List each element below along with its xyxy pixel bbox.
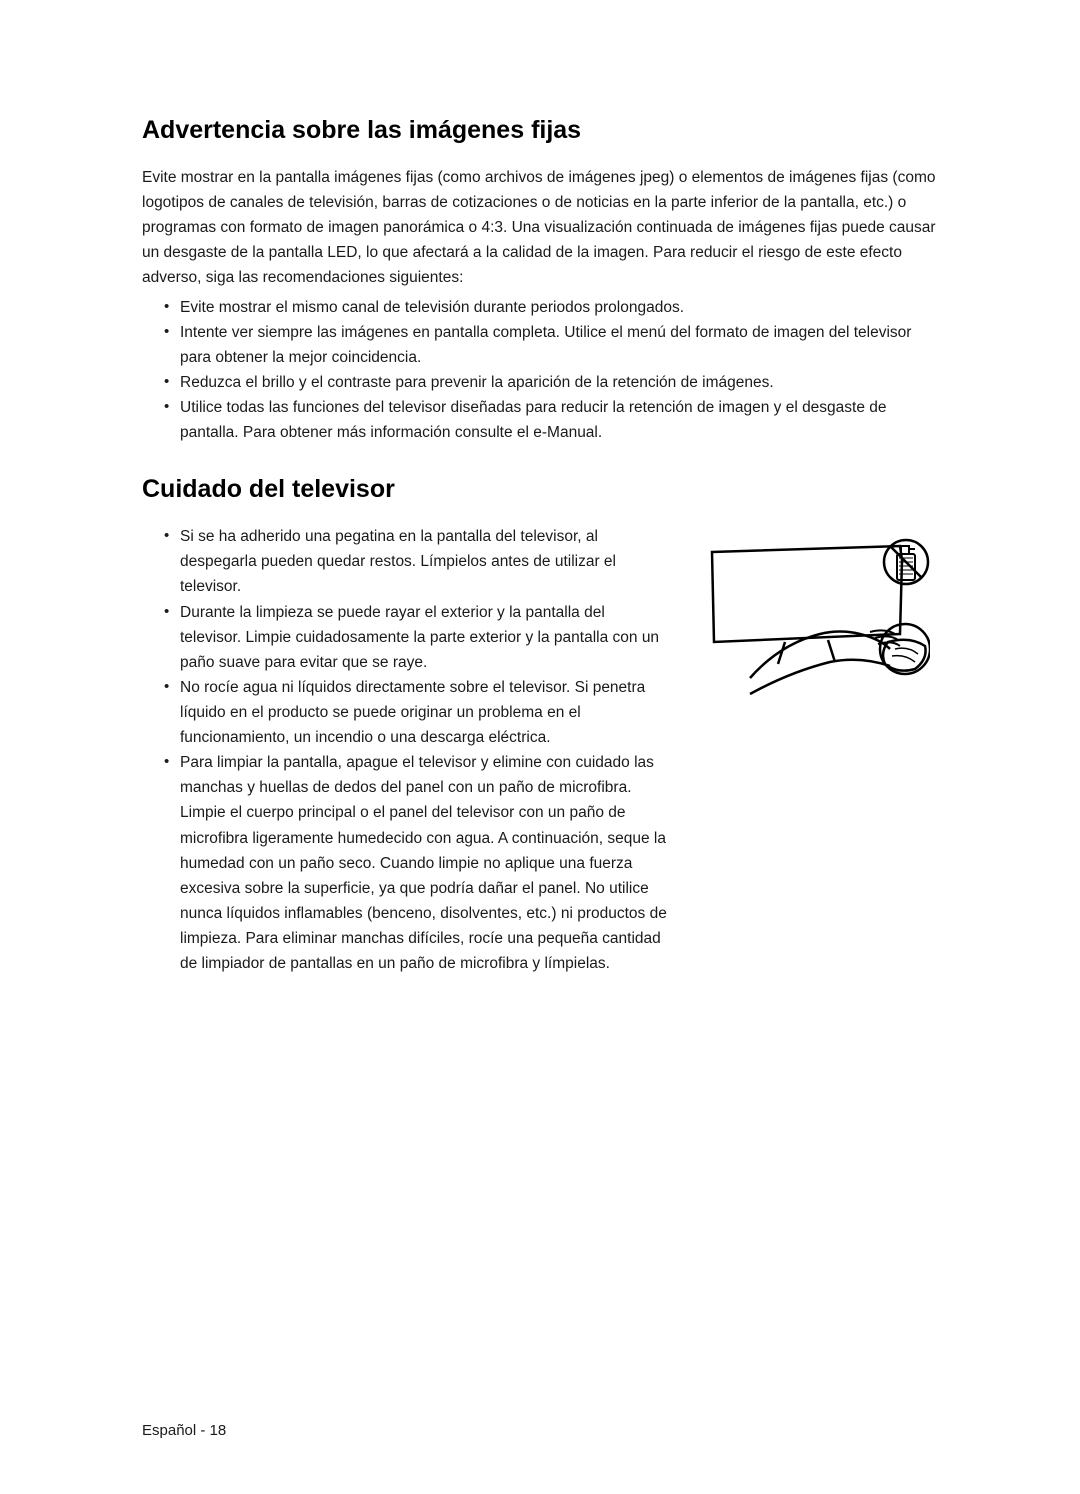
footer-text: Español - 18 [142,1422,226,1439]
bullet-list-2: Si se ha adherido una pegatina en la pan… [142,524,670,976]
list-item: Para limpiar la pantalla, apague el tele… [164,750,670,976]
list-item: Durante la limpieza se puede rayar el ex… [164,600,670,675]
list-item: Si se ha adherido una pegatina en la pan… [164,524,670,599]
page-footer: Español - 18 [142,1422,226,1439]
list-item: No rocíe agua ni líquidos directamente s… [164,675,670,750]
list-item: Evite mostrar el mismo canal de televisi… [164,295,938,320]
text-column: Si se ha adherido una pegatina en la pan… [142,524,670,976]
list-item: Intente ver siempre las imágenes en pant… [164,320,938,370]
two-column-layout: Si se ha adherido una pegatina en la pan… [142,524,938,976]
bullet-list-1: Evite mostrar el mismo canal de televisi… [142,295,938,446]
tv-cleaning-illustration-icon [700,534,930,704]
intro-paragraph: Evite mostrar en la pantalla imágenes fi… [142,165,938,291]
heading-still-images: Advertencia sobre las imágenes fijas [142,116,938,145]
list-item: Reduzca el brillo y el contraste para pr… [164,370,938,395]
section-still-images-warning: Advertencia sobre las imágenes fijas Evi… [142,116,938,445]
heading-tv-care: Cuidado del televisor [142,475,938,504]
image-column [700,524,935,976]
section-tv-care: Cuidado del televisor Si se ha adherido … [142,475,938,976]
list-item: Utilice todas las funciones del televiso… [164,395,938,445]
document-page: Advertencia sobre las imágenes fijas Evi… [0,0,1080,1026]
